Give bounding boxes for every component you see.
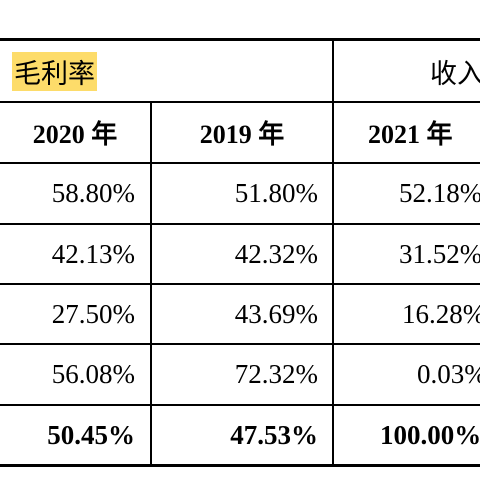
- table-cell: 52.18%: [399, 164, 480, 223]
- total-cell-text: 100.00%: [380, 419, 480, 450]
- group-header-revenue-label: 收入: [430, 58, 480, 90]
- group-header-revenue: 收入: [430, 41, 480, 101]
- table-cell-text: 16.28%: [402, 298, 480, 329]
- column-header-2021-label: 2021 年: [368, 120, 453, 149]
- table-cell-text: 0.03%: [417, 359, 480, 389]
- row-divider: [0, 223, 480, 225]
- row-divider: [0, 101, 480, 103]
- column-header-2019: 2019 年: [199, 120, 285, 149]
- total-cell: 50.45%: [47, 419, 135, 450]
- group-header-gross-margin: 毛利率: [12, 41, 97, 101]
- table-cell-text: 52.18%: [399, 178, 480, 208]
- table-cell-text: 31.52%: [399, 238, 480, 269]
- table-cell: 58.80%: [51, 178, 135, 208]
- table-cell: 42.32%: [234, 238, 318, 269]
- table-cell: 51.80%: [234, 178, 318, 208]
- table-cell: 27.50%: [51, 298, 135, 329]
- highlighted-label: 毛利率: [12, 51, 97, 91]
- table-cell: 31.52%: [399, 225, 480, 283]
- table-top-border: [0, 38, 480, 41]
- total-cell: 47.53%: [230, 419, 318, 450]
- table-cell: 42.13%: [51, 238, 135, 269]
- total-cell: 100.00%: [380, 406, 480, 464]
- column-header-2021: 2021 年: [368, 103, 453, 162]
- table-cell: 72.32%: [234, 359, 318, 389]
- table-cell: 56.08%: [51, 359, 135, 389]
- group-divider: [332, 38, 334, 467]
- table-cell: 43.69%: [234, 298, 318, 329]
- row-divider: [0, 404, 480, 406]
- row-divider: [0, 283, 480, 285]
- row-divider: [0, 343, 480, 345]
- table-cell: 0.03%: [417, 345, 480, 404]
- row-divider: [0, 162, 480, 164]
- column-header-2020: 2020 年: [32, 120, 118, 149]
- column-divider: [150, 101, 152, 467]
- table-bottom-border: [0, 464, 480, 467]
- table-cell: 16.28%: [402, 285, 480, 343]
